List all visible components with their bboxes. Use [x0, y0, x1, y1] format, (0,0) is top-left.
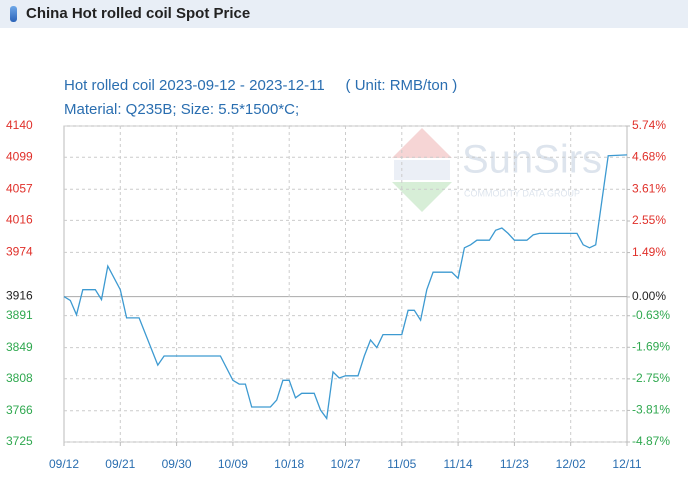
- header-icon: [10, 6, 17, 22]
- x-tick-label: 09/21: [105, 457, 135, 471]
- x-tick-label: 09/30: [162, 457, 192, 471]
- y2-tick-label: 0.00%: [632, 289, 666, 303]
- y-tick-label: 3725: [6, 434, 33, 448]
- watermark-logo: [394, 160, 450, 180]
- x-tick-label: 10/18: [274, 457, 304, 471]
- y-tick-label: 4099: [6, 149, 33, 163]
- y2-tick-label: 5.74%: [632, 118, 666, 132]
- y-tick-label: 4016: [6, 213, 33, 227]
- watermark-logo: [392, 182, 452, 212]
- watermark-logo: [392, 128, 452, 158]
- chart-title: Hot rolled coil 2023-09-12 - 2023-12-11 …: [64, 77, 457, 94]
- x-tick-label: 12/02: [556, 457, 586, 471]
- watermark-text: SunSirs: [462, 138, 602, 182]
- y2-tick-label: -2.75%: [632, 371, 670, 385]
- y2-tick-label: -1.69%: [632, 339, 670, 353]
- y2-tick-label: 4.68%: [632, 150, 666, 164]
- x-tick-label: 11/14: [444, 457, 473, 471]
- y2-tick-label: -0.63%: [632, 308, 670, 322]
- y2-tick-label: -4.87%: [632, 434, 670, 448]
- x-tick-label: 09/12: [49, 457, 79, 471]
- y-tick-label: 3974: [6, 245, 33, 259]
- header-bar: China Hot rolled coil Spot Price: [0, 0, 688, 28]
- x-tick-label: 10/27: [330, 457, 360, 471]
- chart-subtitle: Material: Q235B; Size: 5.5*1500*C;: [64, 101, 299, 118]
- x-tick-label: 11/23: [500, 457, 529, 471]
- x-tick-label: 12/11: [612, 457, 641, 471]
- header-title: China Hot rolled coil Spot Price: [26, 5, 251, 22]
- y-tick-label: 3916: [6, 289, 33, 303]
- y-tick-label: 4140: [6, 118, 33, 132]
- y2-tick-label: -3.81%: [632, 403, 670, 417]
- y2-tick-label: 1.49%: [632, 245, 666, 259]
- y-tick-label: 4057: [6, 181, 33, 195]
- y-tick-label: 3766: [6, 403, 33, 417]
- y2-tick-label: 2.55%: [632, 213, 666, 227]
- x-tick-label: 10/09: [218, 457, 248, 471]
- y2-tick-label: 3.61%: [632, 182, 666, 196]
- x-tick-label: 11/05: [387, 457, 416, 471]
- watermark: SunSirs COMMODITY DATA GROUP: [392, 128, 602, 212]
- watermark-subtext: COMMODITY DATA GROUP: [464, 188, 580, 198]
- y-tick-label: 3808: [6, 371, 33, 385]
- price-line: [63, 154, 628, 421]
- y-tick-label: 3891: [6, 308, 33, 322]
- y-tick-label: 3849: [6, 340, 33, 354]
